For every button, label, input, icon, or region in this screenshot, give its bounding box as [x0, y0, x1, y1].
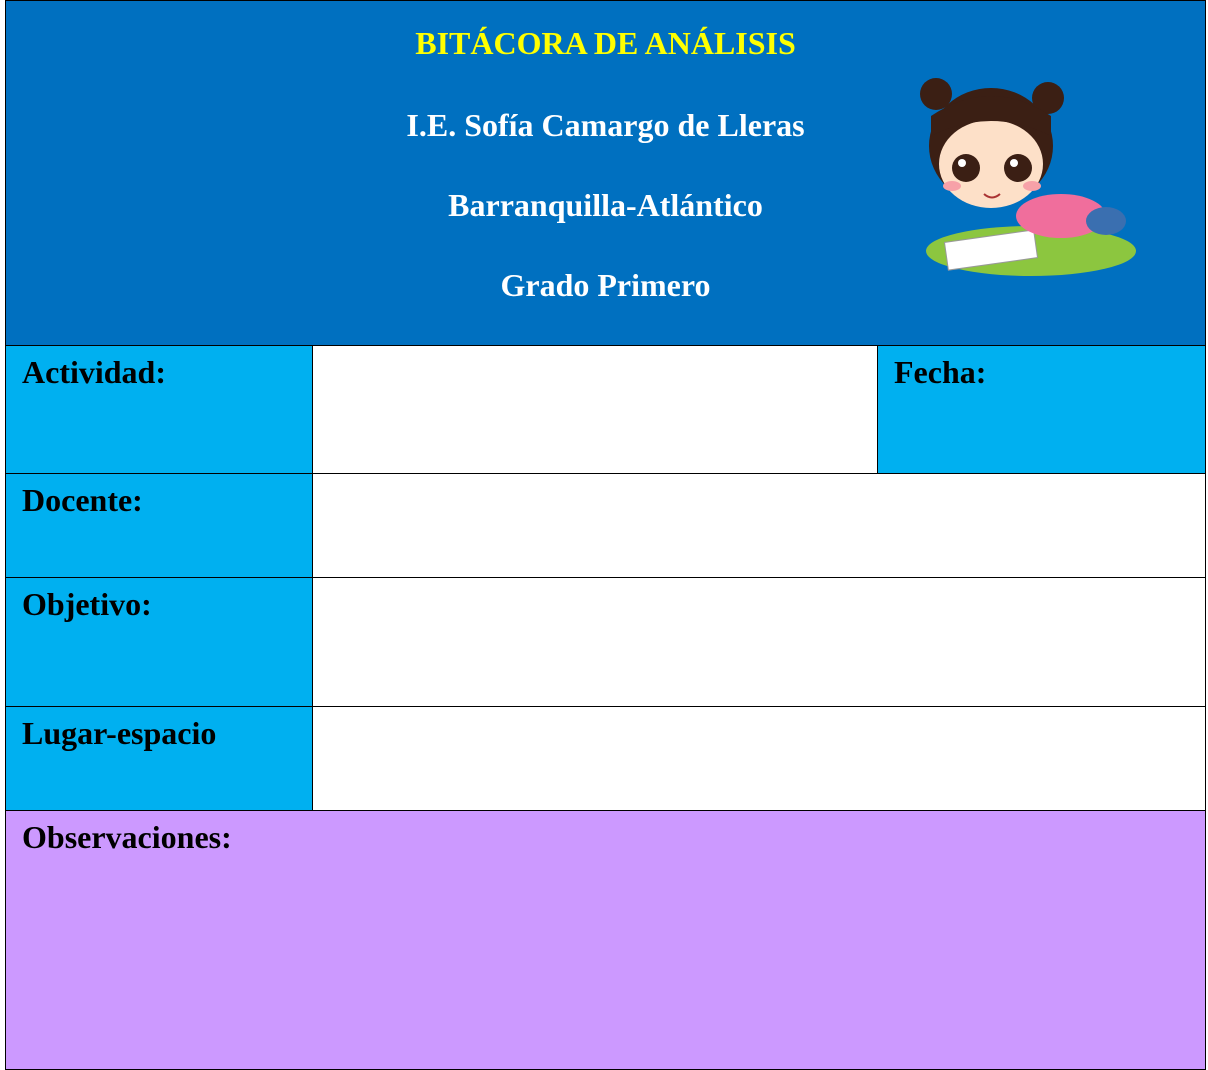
header-title: BITÁCORA DE ANÁLISIS	[415, 25, 796, 61]
city: Barranquilla-Atlántico	[448, 187, 763, 223]
girl-illustration	[920, 78, 1136, 276]
objective-label-cell: Objetivo:	[5, 577, 314, 708]
observations-label: Observaciones:	[22, 819, 232, 855]
activity-field	[312, 345, 879, 475]
place-label-cell: Lugar-espacio	[5, 706, 314, 812]
observations-cell: Observaciones:	[5, 810, 1206, 1070]
header: BITÁCORA DE ANÁLISIS I.E. Sofía Camargo …	[5, 0, 1206, 347]
activity-label-cell: Actividad:	[5, 345, 314, 475]
teacher-field	[312, 473, 1206, 579]
teacher-label-cell: Docente:	[5, 473, 314, 579]
date-cell: Fecha:	[877, 345, 1206, 475]
objective-label: Objetivo:	[22, 586, 152, 622]
objective-field	[312, 577, 1206, 708]
place-label: Lugar-espacio	[22, 715, 217, 751]
activity-label: Actividad:	[22, 354, 166, 390]
institution: I.E. Sofía Camargo de Lleras	[406, 107, 805, 143]
teacher-label: Docente:	[22, 482, 143, 518]
place-field	[312, 706, 1206, 812]
grade: Grado Primero	[500, 267, 711, 303]
date-label: Fecha:	[894, 354, 987, 390]
